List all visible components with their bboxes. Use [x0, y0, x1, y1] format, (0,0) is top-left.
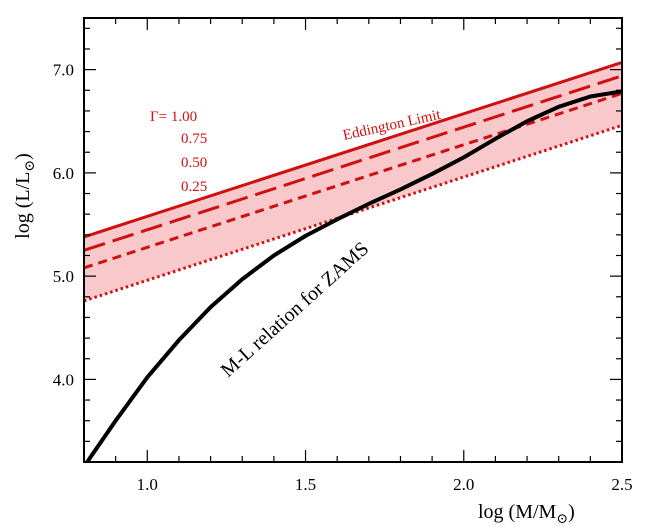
legend-gamma-1-00: Γ= 1.00 [150, 109, 197, 125]
y-axis-label-sub: ⊙ [23, 160, 38, 172]
series-line-ml-relation [85, 89, 622, 462]
series-line-gamma-1-00 [84, 60, 622, 239]
plot-frame [83, 17, 623, 463]
legend-entry: 0.25 [181, 179, 207, 195]
axis-ticks [83, 18, 623, 463]
ml-relation-label: M-L relation for ZAMS [217, 238, 374, 382]
y-tick-label: 6.0 [53, 164, 74, 183]
eddington-band [84, 62, 622, 301]
legend-entry: 0.75 [181, 131, 207, 147]
x-tick-label: 2.5 [611, 475, 632, 494]
x-axis-label-sub: ⊙ [556, 512, 568, 527]
x-tick-label: 1.0 [137, 475, 158, 494]
plot-area [84, 60, 622, 462]
y-axis-label-close: ) [12, 153, 34, 160]
x-tick-label: 1.5 [295, 475, 316, 494]
y-tick-label: 4.0 [53, 370, 74, 389]
y-tick-label: 5.0 [53, 267, 74, 286]
x-axis-label-main: log (M/M [478, 501, 557, 523]
x-axis-label: log (M/M⊙) [478, 501, 575, 527]
x-tick-label: 2.0 [453, 475, 474, 494]
y-axis-label: log (L/L⊙) [12, 153, 38, 239]
y-axis-label-main: log (L/L [12, 172, 34, 239]
y-tick-label: 7.0 [53, 61, 74, 80]
series-line-gamma-0-75 [84, 74, 622, 252]
legend-entry: 0.50 [181, 155, 207, 171]
x-axis-label-close: ) [568, 501, 575, 523]
series-line-gamma-0-50 [84, 91, 622, 270]
